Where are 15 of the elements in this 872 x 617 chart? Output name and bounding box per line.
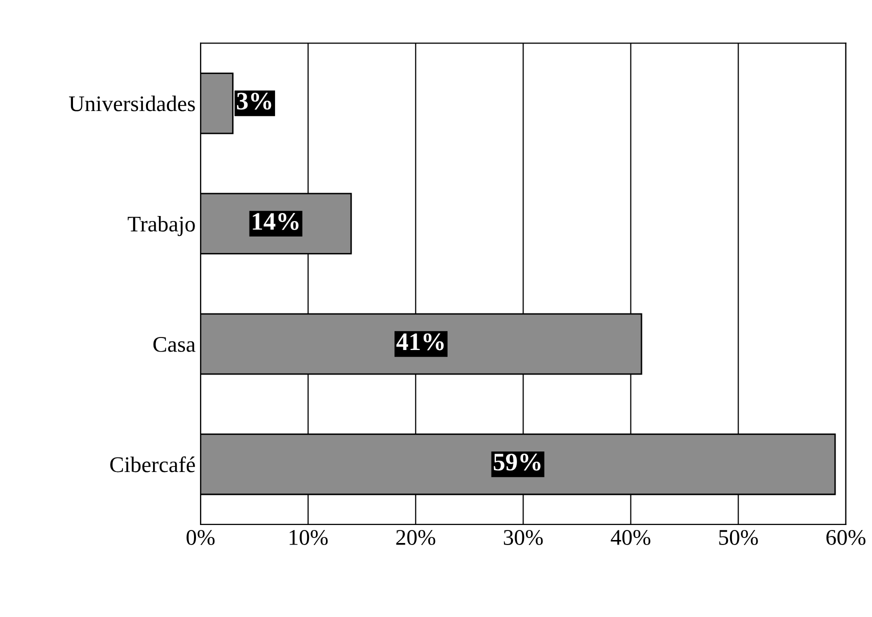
x-tick-label: 20% <box>396 530 436 546</box>
y-tick-label: Universidades <box>69 96 195 112</box>
data-label: 41% <box>396 333 444 350</box>
data-label: 59% <box>494 454 540 471</box>
x-tick-label: 60% <box>826 530 866 546</box>
y-tick-label: Trabajo <box>128 216 195 236</box>
x-tick-label: 50% <box>719 530 758 546</box>
x-tick-label: 40% <box>610 530 650 546</box>
y-tick-label: Casa <box>153 336 196 352</box>
data-label: 14% <box>252 213 298 230</box>
x-tick-label: 0% <box>186 530 215 546</box>
x-tick-label: 30% <box>504 530 543 546</box>
y-tick-label: Cibercafé <box>110 456 195 472</box>
x-tick-label: 10% <box>290 530 328 546</box>
data-label: 3% <box>236 92 272 110</box>
